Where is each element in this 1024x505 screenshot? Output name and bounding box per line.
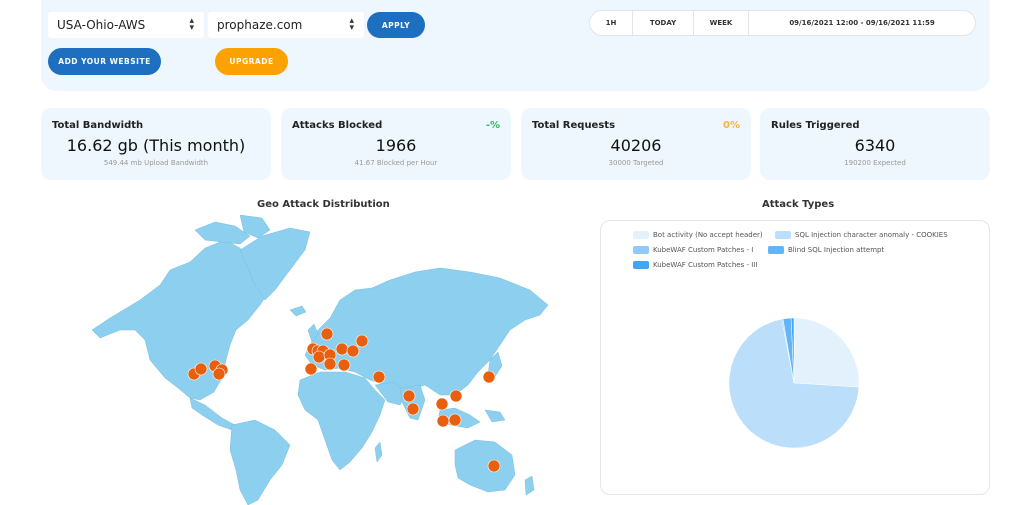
attack-marker[interactable] (337, 358, 351, 372)
attack-marker[interactable] (487, 459, 501, 473)
legend-swatch (633, 261, 649, 269)
card-title: Total Bandwidth (52, 120, 144, 131)
attack-marker[interactable] (323, 357, 337, 371)
date-range-picker[interactable]: 09/16/2021 12:00 - 09/16/2021 11:59 (789, 19, 935, 27)
legend-swatch (633, 246, 649, 254)
add-website-button[interactable]: ADD YOUR WEBSITE (48, 48, 161, 75)
land-masses (91, 215, 549, 505)
legend-item[interactable]: Bot activity (No accept header) (633, 231, 763, 239)
pie-slice[interactable] (793, 317, 860, 388)
legend-label: SQL Injection character anomaly - COOKIE… (795, 231, 948, 239)
time-option-week[interactable]: WEEK (694, 11, 749, 35)
legend-item[interactable]: KubeWAF Custom Patches - I (633, 246, 753, 254)
sort-arrows-icon: ▴ ▾ (349, 16, 354, 33)
card-value: 6340 (854, 136, 896, 155)
attack-marker[interactable] (320, 327, 334, 341)
attack-marker[interactable] (304, 362, 318, 376)
attack-types-chart: Bot activity (No accept header) SQL Inje… (600, 220, 990, 495)
attack-types-title: Attack Types (762, 199, 835, 210)
card-value: 1966 (375, 136, 417, 155)
attack-marker[interactable] (212, 367, 226, 381)
card-title: Attacks Blocked (292, 120, 383, 131)
time-option-1h[interactable]: 1H (590, 11, 633, 35)
attack-marker[interactable] (402, 389, 416, 403)
pie-chart[interactable] (724, 313, 864, 453)
card-value: 40206 (610, 136, 662, 155)
card-total-bandwidth: Total Bandwidth 16.62 gb (This month) 54… (41, 108, 271, 180)
attack-marker[interactable] (436, 414, 450, 428)
card-subtext: 549.44 mb Upload Bandwidth (103, 159, 209, 167)
attack-marker[interactable] (482, 370, 496, 384)
card-value: 16.62 gb (This month) (66, 136, 246, 155)
legend-item[interactable]: KubeWAF Custom Patches - III (633, 261, 757, 269)
card-subtext: 41.67 Blocked per Hour (354, 159, 438, 167)
attack-marker[interactable] (372, 370, 386, 384)
legend-swatch (768, 246, 784, 254)
legend-item[interactable]: SQL Injection character anomaly - COOKIE… (775, 231, 948, 239)
attack-marker[interactable] (346, 344, 360, 358)
sort-arrows-icon: ▴ ▾ (189, 16, 194, 33)
site-select-value: prophaze.com (217, 18, 303, 32)
time-option-today[interactable]: TODAY (633, 11, 694, 35)
card-attacks-blocked: Attacks Blocked -% 1966 41.67 Blocked pe… (281, 108, 511, 180)
pie-slice[interactable] (728, 318, 860, 449)
apply-button[interactable]: APPLY (367, 12, 425, 38)
world-map[interactable] (0, 215, 560, 505)
region-select-value: USA-Ohio-AWS (57, 18, 146, 32)
legend-label: Blind SQL Injection attempt (788, 246, 885, 254)
legend-item[interactable]: Blind SQL Injection attempt (768, 246, 884, 254)
attack-marker[interactable] (435, 397, 449, 411)
region-select[interactable]: USA-Ohio-AWS ▴ ▾ (48, 12, 204, 38)
legend-label: KubeWAF Custom Patches - III (653, 261, 758, 269)
legend-swatch (775, 231, 791, 239)
time-range-selector: 1H TODAY WEEK 09/16/2021 12:00 - 09/16/2… (589, 10, 976, 36)
attack-marker[interactable] (194, 362, 208, 376)
legend-label: Bot activity (No accept header) (653, 231, 763, 239)
attack-marker[interactable] (449, 389, 463, 403)
legend-label: KubeWAF Custom Patches - I (653, 246, 754, 254)
upgrade-button[interactable]: UPGRADE (215, 48, 288, 75)
attack-marker[interactable] (448, 413, 462, 427)
card-rules-triggered: Rules Triggered 6340 190200 Expected (760, 108, 990, 180)
attack-marker[interactable] (406, 402, 420, 416)
card-subtext: 190200 Expected (844, 159, 906, 167)
geo-title: Geo Attack Distribution (257, 199, 390, 210)
pie-slice[interactable] (790, 317, 795, 384)
site-select[interactable]: prophaze.com ▴ ▾ (208, 12, 364, 38)
card-title: Rules Triggered (771, 120, 860, 131)
attack-marker[interactable] (335, 342, 349, 356)
card-percent: 0% (723, 120, 740, 131)
attack-markers (187, 327, 501, 473)
legend-swatch (633, 231, 649, 239)
card-subtext: 30000 Targeted (608, 159, 664, 167)
card-total-requests: Total Requests 0% 40206 30000 Targeted (521, 108, 751, 180)
attack-marker[interactable] (312, 350, 326, 364)
attack-marker[interactable] (355, 334, 369, 348)
card-percent: -% (485, 120, 500, 131)
card-title: Total Requests (532, 120, 616, 131)
